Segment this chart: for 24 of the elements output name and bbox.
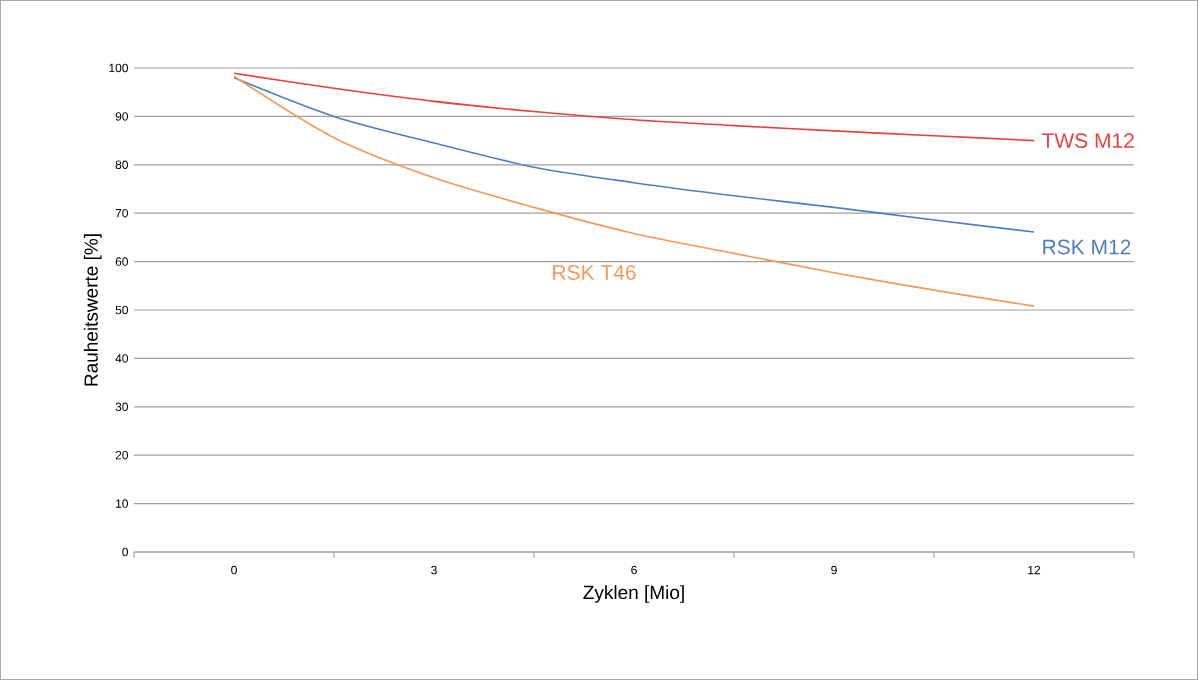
line-series	[233, 76, 1035, 233]
line-series	[233, 75, 1035, 307]
x-tick-label: 9	[831, 565, 837, 575]
y-tick-label: 70	[115, 208, 129, 218]
series-label: RSK M12	[1043, 239, 1131, 255]
series-label: RSK T46	[553, 265, 636, 280]
y-tick-label: 40	[115, 354, 129, 363]
series-label: TWS M12	[1042, 133, 1134, 149]
x-tick-label: 6	[631, 565, 637, 575]
y-tick-label: 80	[115, 160, 129, 170]
x-axis-title: Zyklen [Mio]	[583, 585, 684, 603]
x-tick-label: 3	[431, 565, 437, 575]
y-tick-label: 100	[109, 63, 128, 73]
y-tick-label: 60	[115, 257, 129, 266]
y-axis-title: Rauheitswerte [%]	[83, 234, 102, 386]
x-tick-label: 0	[231, 565, 237, 575]
y-tick-label: 50	[115, 305, 129, 315]
line-series	[233, 72, 1035, 142]
y-tick-label: 0	[122, 547, 129, 557]
y-tick-label: 10	[116, 499, 129, 508]
y-tick-label: 90	[115, 112, 129, 121]
y-tick-label: 20	[115, 450, 129, 460]
x-tick-label: 12	[1028, 565, 1041, 575]
y-tick-label: 30	[115, 402, 129, 412]
